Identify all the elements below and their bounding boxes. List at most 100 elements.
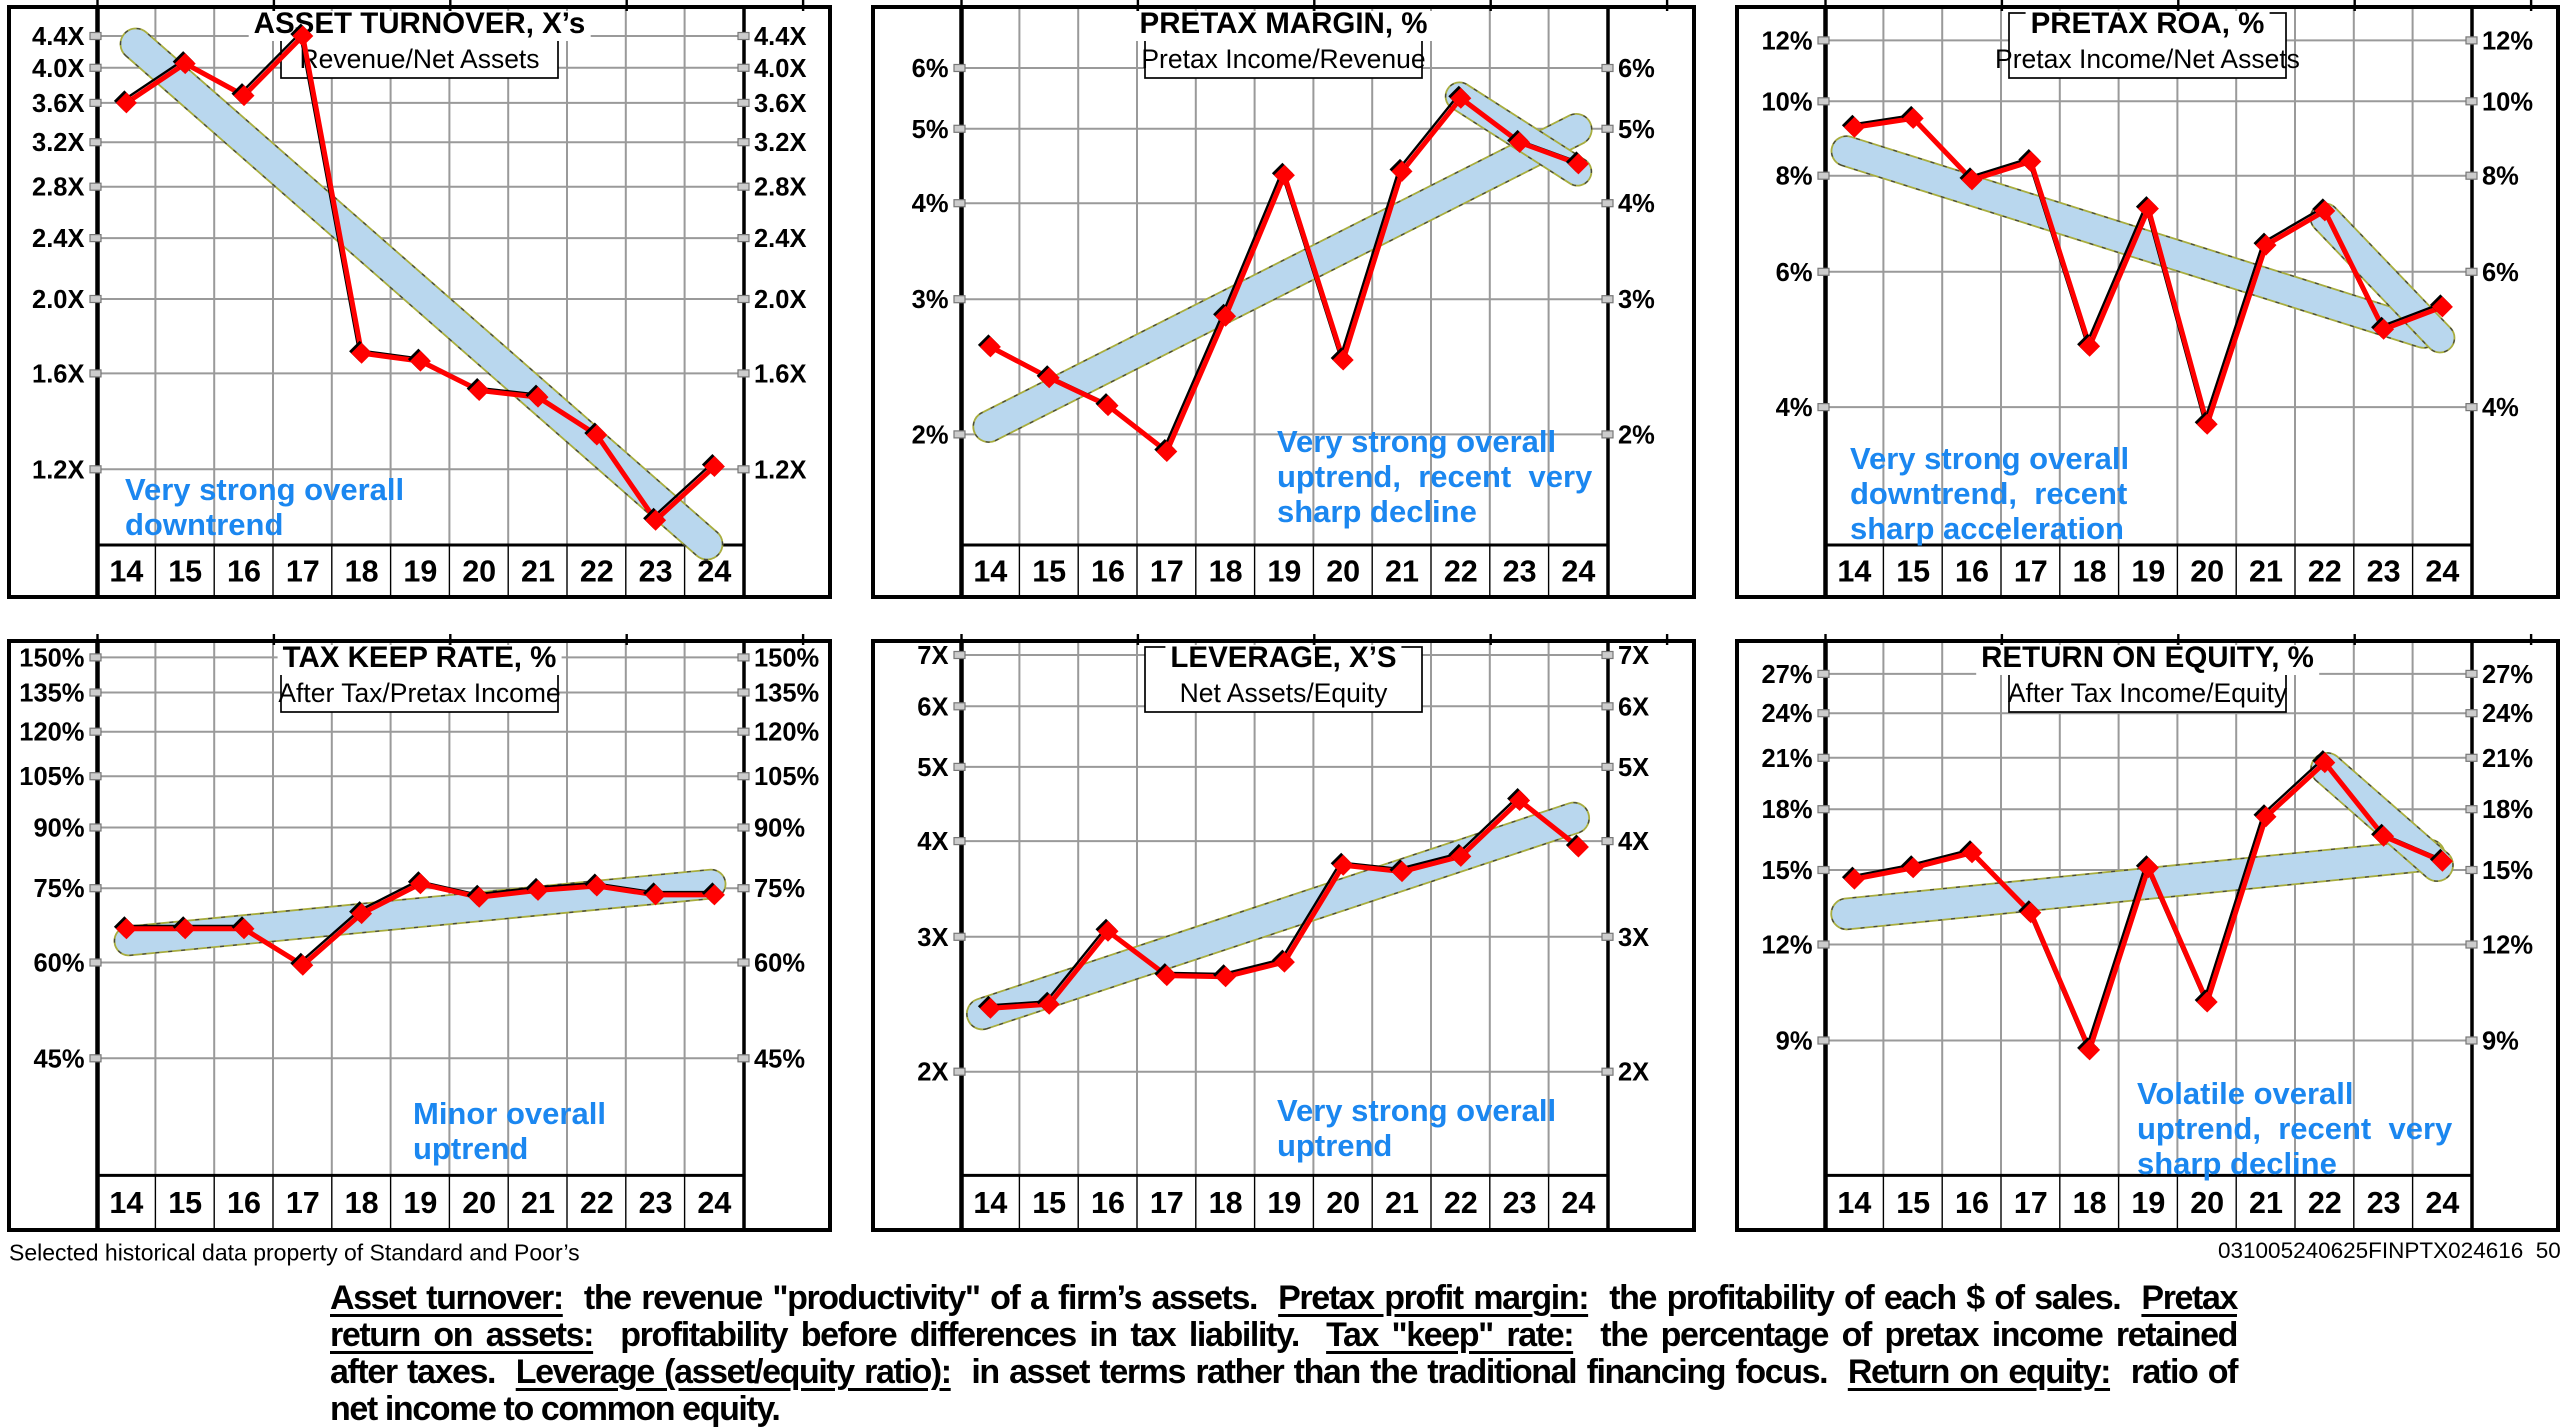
- svg-text:23: 23: [639, 555, 673, 589]
- svg-text:21%: 21%: [1761, 745, 1812, 773]
- svg-text:Selected historical data prope: Selected historical data property of Sta…: [9, 1240, 580, 1266]
- svg-text:120%: 120%: [19, 719, 84, 747]
- svg-text:14: 14: [973, 1186, 1007, 1220]
- svg-text:24%: 24%: [1761, 700, 1812, 728]
- svg-text:Very strong overall: Very strong overall: [1277, 1093, 1556, 1128]
- svg-text:uptrend: uptrend: [1277, 1128, 1392, 1163]
- svg-text:3%: 3%: [912, 286, 949, 314]
- svg-text:sharp decline: sharp decline: [2137, 1146, 2337, 1181]
- svg-text:031005240625FINPTX024616 50: 031005240625FINPTX024616 50: [2218, 1238, 2560, 1263]
- svg-text:75%: 75%: [754, 875, 805, 903]
- svg-text:Very strong overall: Very strong overall: [1850, 441, 2129, 476]
- svg-text:16: 16: [1955, 1186, 1989, 1220]
- svg-text:3.2X: 3.2X: [754, 129, 806, 157]
- svg-text:15: 15: [1032, 555, 1066, 589]
- svg-text:60%: 60%: [33, 950, 84, 978]
- svg-text:4%: 4%: [2482, 394, 2519, 422]
- svg-text:24: 24: [1561, 555, 1595, 589]
- svg-text:After Tax/Pretax Income: After Tax/Pretax Income: [278, 678, 560, 708]
- svg-text:uptrend, recent very: uptrend, recent very: [2137, 1111, 2453, 1146]
- svg-text:24: 24: [2425, 1186, 2459, 1220]
- svg-text:9%: 9%: [2482, 1028, 2519, 1056]
- svg-text:14: 14: [1837, 555, 1871, 589]
- svg-text:Net Assets/Equity: Net Assets/Equity: [1180, 678, 1388, 708]
- svg-text:20: 20: [2190, 555, 2224, 589]
- svg-text:105%: 105%: [754, 763, 819, 791]
- svg-text:2X: 2X: [1618, 1059, 1649, 1087]
- svg-text:18: 18: [345, 1186, 379, 1220]
- svg-text:4%: 4%: [1776, 394, 1813, 422]
- svg-text:15: 15: [168, 555, 202, 589]
- svg-text:6%: 6%: [1776, 259, 1813, 287]
- svg-text:17: 17: [1150, 555, 1184, 589]
- svg-text:8%: 8%: [1776, 163, 1813, 191]
- svg-text:22: 22: [1444, 555, 1478, 589]
- svg-text:6%: 6%: [2482, 259, 2519, 287]
- svg-text:90%: 90%: [754, 815, 805, 843]
- svg-text:After Tax Income/Equity: After Tax Income/Equity: [2008, 678, 2288, 708]
- svg-text:15: 15: [168, 1186, 202, 1220]
- svg-text:14: 14: [973, 555, 1007, 589]
- svg-text:RETURN ON EQUITY, %: RETURN ON EQUITY, %: [1981, 641, 2314, 674]
- svg-text:16: 16: [1091, 555, 1125, 589]
- svg-text:27%: 27%: [1761, 661, 1812, 689]
- svg-text:1.6X: 1.6X: [32, 360, 84, 388]
- svg-text:21%: 21%: [2482, 745, 2533, 773]
- svg-text:19: 19: [1267, 1186, 1301, 1220]
- svg-text:120%: 120%: [754, 719, 819, 747]
- svg-text:12%: 12%: [2482, 27, 2533, 55]
- svg-text:18%: 18%: [1761, 796, 1812, 824]
- svg-text:14: 14: [109, 1186, 143, 1220]
- svg-text:17: 17: [2014, 1186, 2048, 1220]
- svg-text:19: 19: [1267, 555, 1301, 589]
- svg-text:24: 24: [697, 555, 731, 589]
- svg-text:uptrend: uptrend: [413, 1131, 528, 1166]
- svg-text:21: 21: [521, 555, 555, 589]
- svg-text:27%: 27%: [2482, 661, 2533, 689]
- svg-text:60%: 60%: [754, 950, 805, 978]
- svg-text:19: 19: [403, 1186, 437, 1220]
- svg-text:10%: 10%: [1761, 88, 1812, 116]
- svg-text:1.2X: 1.2X: [32, 456, 84, 484]
- svg-text:8%: 8%: [2482, 163, 2519, 191]
- svg-text:7X: 7X: [917, 642, 948, 670]
- svg-text:2%: 2%: [912, 421, 949, 449]
- svg-text:24%: 24%: [2482, 700, 2533, 728]
- svg-text:23: 23: [639, 1186, 673, 1220]
- svg-text:3.6X: 3.6X: [754, 90, 806, 118]
- svg-text:20: 20: [1326, 1186, 1360, 1220]
- svg-text:TAX KEEP RATE, %: TAX KEEP RATE, %: [283, 641, 557, 674]
- svg-text:150%: 150%: [754, 644, 819, 672]
- svg-text:7X: 7X: [1618, 642, 1649, 670]
- svg-text:4.0X: 4.0X: [754, 55, 806, 83]
- svg-text:16: 16: [1955, 555, 1989, 589]
- svg-text:6%: 6%: [912, 55, 949, 83]
- svg-text:20: 20: [1326, 555, 1360, 589]
- svg-text:3X: 3X: [1618, 924, 1649, 952]
- svg-text:18: 18: [345, 555, 379, 589]
- svg-text:15%: 15%: [1761, 857, 1812, 885]
- svg-text:90%: 90%: [33, 815, 84, 843]
- svg-text:15: 15: [1896, 1186, 1930, 1220]
- svg-text:16: 16: [227, 1186, 261, 1220]
- svg-text:105%: 105%: [19, 763, 84, 791]
- svg-text:4.4X: 4.4X: [754, 23, 806, 51]
- svg-text:sharp acceleration: sharp acceleration: [1850, 511, 2124, 546]
- svg-text:4.0X: 4.0X: [32, 55, 84, 83]
- svg-text:Very strong overall: Very strong overall: [1277, 424, 1556, 459]
- svg-text:17: 17: [286, 1186, 320, 1220]
- svg-text:17: 17: [286, 555, 320, 589]
- svg-text:6X: 6X: [917, 693, 948, 721]
- svg-text:21: 21: [2249, 555, 2283, 589]
- svg-text:20: 20: [462, 1186, 496, 1220]
- svg-text:20: 20: [2190, 1186, 2224, 1220]
- svg-text:23: 23: [2367, 1186, 2401, 1220]
- svg-text:21: 21: [2249, 1186, 2283, 1220]
- svg-text:2.4X: 2.4X: [754, 225, 806, 253]
- svg-text:2X: 2X: [917, 1059, 948, 1087]
- svg-text:18%: 18%: [2482, 796, 2533, 824]
- svg-text:45%: 45%: [754, 1045, 805, 1073]
- svg-text:5X: 5X: [1618, 754, 1649, 782]
- svg-text:17: 17: [1150, 1186, 1184, 1220]
- svg-text:2.4X: 2.4X: [32, 225, 84, 253]
